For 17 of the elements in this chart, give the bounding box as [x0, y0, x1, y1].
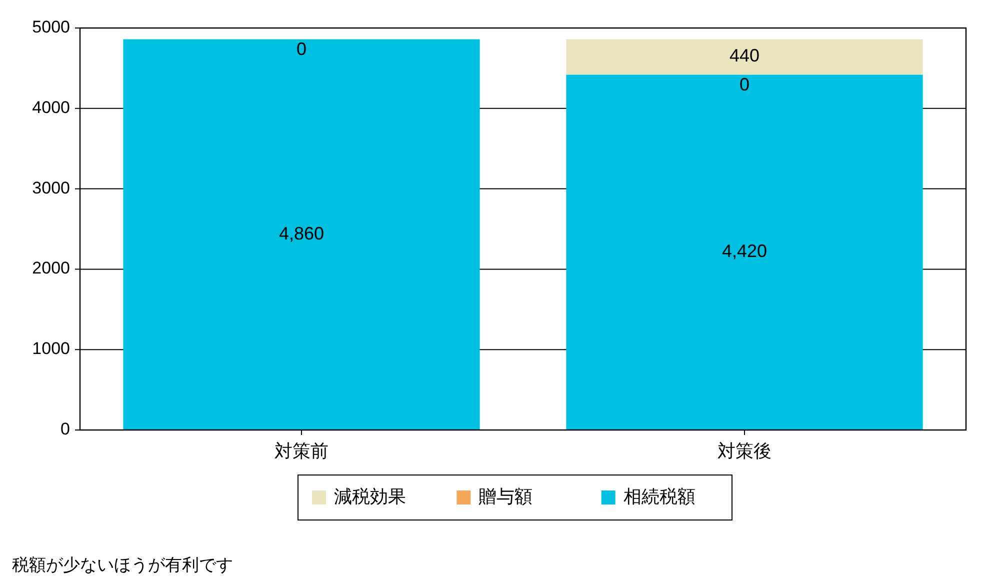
text: 税額が少ないほうが有利です	[12, 555, 233, 574]
legend-label: 減税効果	[334, 486, 406, 506]
x-tick-label: 対策後	[718, 440, 772, 461]
y-tick-label: 4000	[32, 98, 70, 117]
y-tick-label: 2000	[32, 258, 70, 278]
data-label: 4,420	[722, 241, 768, 262]
data-label: 0	[296, 39, 307, 60]
data-label: 4,860	[278, 223, 324, 244]
legend-label: 贈与額	[478, 486, 533, 506]
legend-label: 相続税額	[623, 486, 696, 506]
y-tick-label: 1000	[32, 339, 70, 358]
data-label: 440	[729, 46, 760, 66]
y-tick-label: 3000	[32, 178, 70, 198]
y-tick-label: 5000	[32, 17, 70, 36]
y-tick-label: 0	[60, 419, 70, 438]
data-label: 0	[739, 74, 750, 94]
x-tick-label: 対策前	[274, 440, 328, 461]
